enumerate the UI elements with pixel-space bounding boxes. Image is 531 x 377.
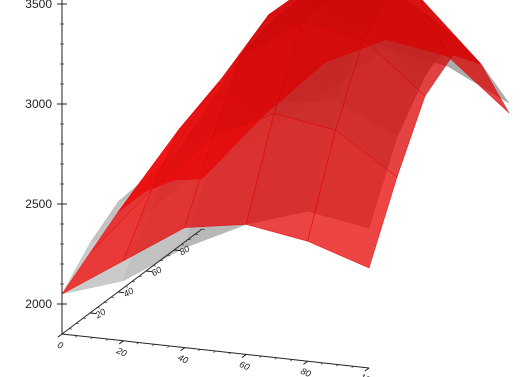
x-minor-tick (197, 349, 201, 352)
z-tick-label: 3000 (25, 97, 52, 111)
x-minor-tick (274, 357, 278, 360)
x-tick-label: 0 (56, 340, 65, 351)
x-minor-tick (151, 343, 155, 347)
x-minor-tick (336, 364, 339, 367)
x-tick-label: 20 (114, 345, 128, 359)
surfaces (61, 0, 510, 295)
x-minor-tick (213, 350, 216, 353)
x-minor-tick (59, 333, 63, 336)
surface-smooth-fit (61, 0, 510, 295)
x-minor-tick (366, 367, 370, 370)
surface-patch (307, 129, 398, 269)
x-minor-tick (320, 362, 324, 365)
x-tick-label: 40 (176, 352, 189, 365)
x-minor-tick (75, 335, 78, 338)
x-minor-tick (121, 340, 124, 343)
x-minor-tick (136, 342, 139, 345)
x-minor-tick (259, 355, 262, 358)
axes: 2000 2500 3000 3500 0 20 40 60 80 100 20 40 60 80 (25, 0, 376, 377)
y-tick-label: 20 (93, 307, 108, 321)
x-tick-label: 100 (358, 372, 376, 377)
x-minor-tick (305, 360, 308, 364)
x-minor-tick (351, 366, 354, 369)
x-minor-tick (289, 359, 293, 362)
x-minor-tick (228, 352, 232, 355)
z-tick-label: 2000 (25, 297, 52, 311)
x-minor-tick (90, 337, 93, 340)
y-tick-label: 60 (150, 265, 164, 279)
x-minor-tick (167, 345, 170, 348)
x-tick-label: 60 (238, 359, 251, 372)
y-tick-label: 40 (122, 286, 136, 300)
x-minor-tick (105, 338, 109, 341)
x-tick-label: 80 (299, 366, 312, 377)
x-minor-tick (243, 354, 247, 357)
z-tick-label: 2500 (25, 197, 52, 211)
x-minor-tick (182, 347, 185, 350)
y-tick-label: 80 (178, 244, 192, 258)
z-tick-label: 3500 (25, 0, 52, 11)
